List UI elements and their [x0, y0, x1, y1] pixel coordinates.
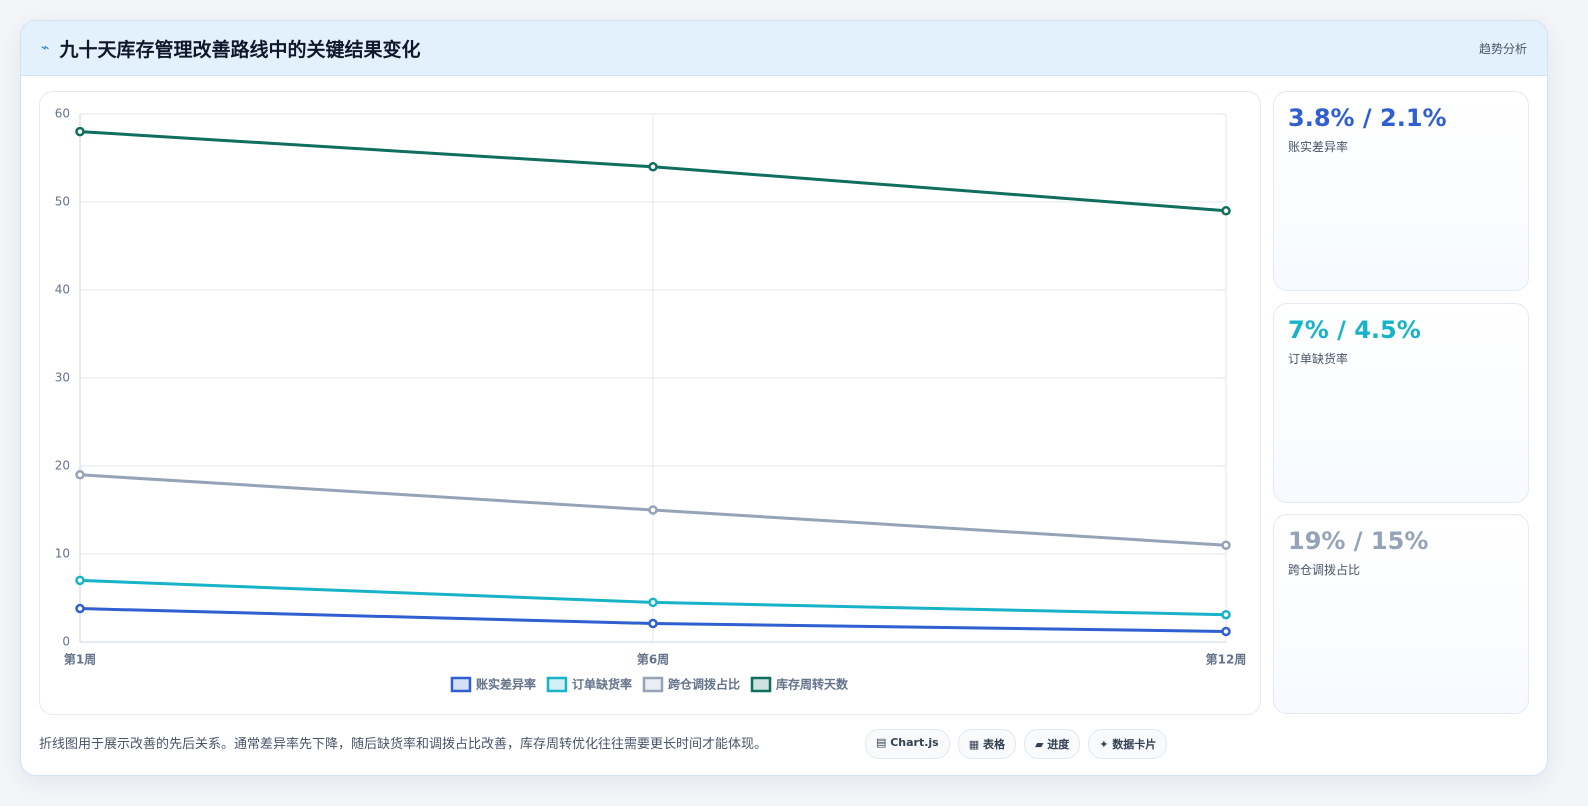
y-tick-label: 60	[55, 107, 70, 121]
stat-card: 3.8% / 2.1% 账实差异率	[1273, 91, 1529, 291]
header: ⌁ 九十天库存管理改善路线中的关键结果变化 趋势分析	[21, 21, 1547, 76]
footer-note: 折线图用于展示改善的先后关系。通常差异率先下降，随后缺货率和调拨占比改善，库存周…	[39, 737, 768, 752]
stat-card: 19% / 15% 跨仓调拨占比	[1273, 514, 1529, 714]
buttons: ▤ Chart.js ▦ 表格 ▰ 进度 ✦ 数据卡片	[865, 729, 1168, 759]
data-point	[648, 618, 658, 629]
view-button[interactable]: ▤ Chart.js	[865, 729, 950, 759]
stat-card: 7% / 4.5% 订单缺货率	[1273, 302, 1529, 503]
tag: 趋势分析	[1478, 41, 1527, 56]
legend-swatch	[450, 676, 472, 693]
chart-panel: 0 10 20 30 40 50 60 第1周 第6周 第12周账实差异率 订单缺货率 跨仓调拨占比 库…	[39, 91, 1261, 715]
stat-value: 7% / 4.5%	[1288, 315, 1421, 344]
view-button[interactable]: ▦ 表格	[957, 729, 1016, 759]
stat-label: 订单缺货率	[1288, 351, 1349, 366]
data-point	[1221, 540, 1231, 550]
y-tick-label: 20	[55, 459, 70, 473]
legend-label: 账实差异率	[476, 677, 536, 692]
legend-swatch	[642, 676, 664, 693]
y-tick-label: 50	[55, 195, 70, 209]
data-point	[648, 597, 658, 608]
data-point	[648, 505, 658, 515]
data-point	[75, 603, 85, 614]
x-tick-label: 第6周	[637, 652, 669, 667]
data-point	[1221, 609, 1231, 620]
view-button[interactable]: ▰ 进度	[1023, 729, 1081, 759]
legend-label: 库存周转天数	[776, 677, 849, 692]
card: ⌁ 九十天库存管理改善路线中的关键结果变化 趋势分析 0 10 20 30 40 50 60…	[20, 20, 1548, 776]
view-button[interactable]: ✦ 数据卡片	[1088, 729, 1168, 759]
header-icon: ⌁	[41, 40, 50, 56]
stat-value: 3.8% / 2.1%	[1288, 104, 1447, 132]
legend-swatch	[546, 676, 568, 693]
y-tick-label: 0	[62, 635, 70, 649]
y-tick-label: 30	[55, 371, 70, 385]
legend-label: 跨仓调拨占比	[668, 677, 740, 692]
stat-label: 账实差异率	[1288, 140, 1349, 154]
y-tick-label: 40	[55, 283, 70, 297]
data-point	[1221, 626, 1231, 637]
legend-swatch	[750, 676, 772, 693]
data-point	[75, 575, 85, 586]
data-point	[1221, 206, 1231, 216]
y-tick-label: 10	[55, 547, 70, 561]
stat-label: 跨仓调拨占比	[1288, 563, 1361, 577]
x-tick-label: 第1周	[64, 652, 96, 667]
legend: 账实差异率 订单缺货率 跨仓调拨占比 库存周转天数	[450, 676, 849, 693]
stat-value: 19% / 15%	[1288, 527, 1429, 555]
data-point	[75, 470, 85, 480]
title: 九十天库存管理改善路线中的关键结果变化	[59, 38, 421, 61]
data-point	[648, 162, 658, 172]
legend-label: 订单缺货率	[572, 677, 632, 692]
data-point	[75, 126, 85, 137]
x-tick-label: 第12周	[1206, 652, 1247, 667]
